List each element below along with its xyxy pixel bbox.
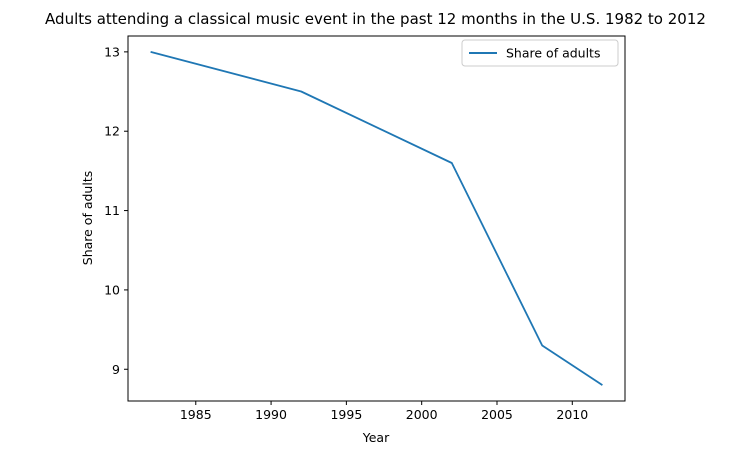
x-tick-label: 1990 <box>255 407 287 422</box>
x-tick-label: 2005 <box>481 407 513 422</box>
y-tick-label: 11 <box>104 203 120 218</box>
y-axis-label: Share of adults <box>80 171 95 265</box>
legend: Share of adults <box>461 39 619 67</box>
x-tick-label: 1985 <box>180 407 212 422</box>
x-tick-label: 2010 <box>556 407 588 422</box>
plot-area <box>127 35 626 402</box>
series-line <box>150 51 603 386</box>
legend-box <box>461 39 619 67</box>
y-tick-label: 10 <box>104 282 120 297</box>
x-axis-label: Year <box>362 430 390 445</box>
y-tick-label: 13 <box>104 44 120 59</box>
x-tick-label: 2000 <box>406 407 438 422</box>
y-axis: 9 10 11 12 13 <box>104 44 128 377</box>
plot-frame <box>127 35 626 402</box>
series-layer <box>150 51 603 386</box>
chart-title: Adults attending a classical music event… <box>45 10 706 28</box>
legend-label: Share of adults <box>506 46 600 61</box>
x-tick-label: 1995 <box>330 407 362 422</box>
y-tick-label: 9 <box>112 362 120 377</box>
y-tick-label: 12 <box>104 124 120 139</box>
x-axis: 1985 1990 1995 2000 2005 2010 <box>180 401 588 422</box>
